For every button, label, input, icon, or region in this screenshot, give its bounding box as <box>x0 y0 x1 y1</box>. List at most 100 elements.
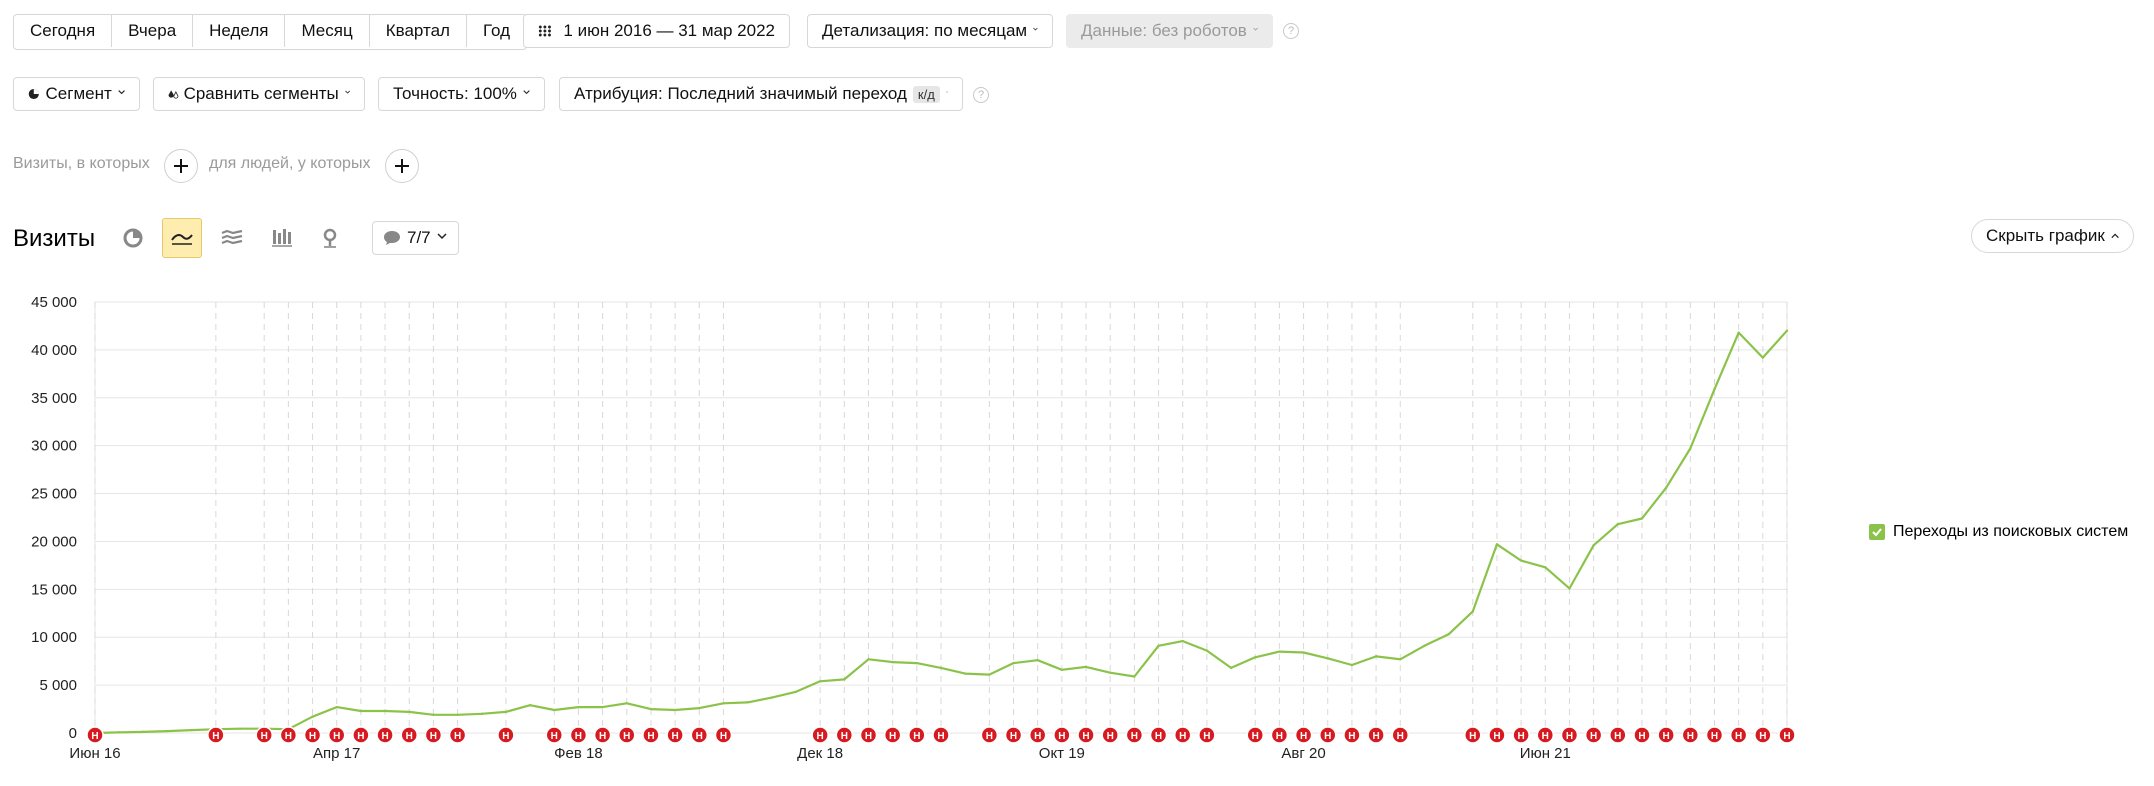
annotation-marker[interactable]: Н <box>448 726 467 744</box>
annotation-marker[interactable]: Н <box>303 726 322 744</box>
annotation-marker[interactable]: Н <box>1657 726 1675 744</box>
annotation-marker[interactable]: Н <box>1681 726 1700 744</box>
annotation-marker[interactable]: Н <box>1149 726 1168 744</box>
annotation-marker[interactable]: Н <box>86 726 104 744</box>
annotations-dropdown[interactable]: 7/7 <box>372 221 459 255</box>
annotation-marker[interactable]: Н <box>1294 726 1313 744</box>
period-tab[interactable]: Месяц <box>285 15 370 47</box>
annotation-marker[interactable]: Н <box>1464 726 1482 744</box>
accuracy-dropdown[interactable]: Точность: 100% <box>378 77 545 111</box>
help-icon[interactable]: ? <box>973 87 989 103</box>
note-glyph: Н <box>91 731 98 742</box>
annotation-marker[interactable]: Н <box>1343 726 1361 744</box>
data-point <box>1109 671 1112 674</box>
note-glyph: Н <box>1517 731 1524 742</box>
attribution-dropdown[interactable]: Атрибуция: Последний значимый переход к/… <box>559 77 963 111</box>
annotation-marker[interactable]: Н <box>1173 726 1192 744</box>
note-glyph: Н <box>1179 731 1186 742</box>
annotation-marker[interactable]: Н <box>1584 726 1603 744</box>
note-glyph: Н <box>1324 731 1331 742</box>
area-chart-type-button[interactable] <box>212 218 252 258</box>
annotation-marker[interactable]: Н <box>255 726 273 744</box>
annotation-marker[interactable]: Н <box>1198 726 1216 744</box>
annotation-marker[interactable]: Н <box>690 726 709 744</box>
period-tabs: Сегодня Вчера Неделя Месяц Квартал Год <box>13 14 528 50</box>
annotation-marker[interactable]: Н <box>1391 726 1410 744</box>
note-icon <box>400 726 418 744</box>
annotation-marker[interactable]: Н <box>1270 726 1289 744</box>
add-visit-condition-button[interactable] <box>164 149 198 183</box>
annotation-marker[interactable]: Н <box>1754 726 1772 744</box>
map-chart-type-button[interactable] <box>311 218 351 258</box>
annotation-marker[interactable]: Н <box>593 726 612 744</box>
annotation-marker[interactable]: Н <box>618 726 636 744</box>
date-range-button[interactable]: 1 июн 2016 — 31 мар 2022 <box>523 14 790 48</box>
annotation-marker[interactable]: Н <box>207 726 225 744</box>
data-filter-dropdown[interactable]: Данные: без роботов <box>1066 14 1273 48</box>
detail-dropdown[interactable]: Детализация: по месяцам <box>807 14 1053 48</box>
annotation-marker[interactable]: Н <box>1705 726 1724 744</box>
annotation-marker[interactable]: Н <box>1004 726 1023 744</box>
note-icon <box>932 726 950 744</box>
annotation-marker[interactable]: Н <box>497 726 515 744</box>
annotation-marker[interactable]: Н <box>1512 726 1530 744</box>
annotation-marker[interactable]: Н <box>1536 726 1555 744</box>
annotation-marker[interactable]: Н <box>932 726 950 744</box>
annotation-marker[interactable]: Н <box>1028 726 1047 744</box>
period-tab[interactable]: Квартал <box>370 15 467 47</box>
annotation-marker[interactable]: Н <box>424 726 443 744</box>
note-glyph: Н <box>430 731 437 742</box>
note-icon <box>1173 726 1192 744</box>
annotation-marker[interactable]: Н <box>569 726 588 744</box>
note-glyph: Н <box>1566 731 1573 742</box>
annotation-marker[interactable]: Н <box>352 726 370 744</box>
annotation-marker[interactable]: Н <box>545 726 564 744</box>
annotation-marker[interactable]: Н <box>642 726 660 744</box>
annotation-marker[interactable]: Н <box>1053 726 1071 744</box>
annotation-marker[interactable]: Н <box>1633 726 1651 744</box>
annotation-marker[interactable]: Н <box>1246 726 1264 744</box>
annotation-marker[interactable]: Н <box>1778 726 1796 744</box>
annotation-marker[interactable]: Н <box>327 726 346 744</box>
annotation-marker[interactable]: Н <box>1488 726 1506 744</box>
note-glyph: Н <box>454 731 461 742</box>
annotation-marker[interactable]: Н <box>1609 726 1627 744</box>
annotation-marker[interactable]: Н <box>279 726 298 744</box>
annotation-marker[interactable]: Н <box>1077 726 1095 744</box>
annotation-marker[interactable]: Н <box>1560 726 1579 744</box>
compare-segments-dropdown[interactable]: Сравнить сегменты <box>153 77 365 111</box>
line-chart-type-button[interactable] <box>162 218 202 258</box>
annotation-marker[interactable]: Н <box>1318 726 1337 744</box>
annotation-marker[interactable]: Н <box>908 726 926 744</box>
annotation-marker[interactable]: Н <box>1125 726 1144 744</box>
period-tab[interactable]: Неделя <box>193 15 286 47</box>
annotation-marker[interactable]: Н <box>1367 726 1385 744</box>
annotation-marker[interactable]: Н <box>1101 726 1119 744</box>
chevron-down-icon <box>1033 27 1038 31</box>
period-tab[interactable]: Сегодня <box>14 15 113 47</box>
annotation-marker[interactable]: Н <box>835 726 854 744</box>
note-icon <box>1367 726 1385 744</box>
hide-chart-button[interactable]: Скрыть график <box>1971 219 2134 253</box>
segment-label: Сегмент <box>45 84 112 103</box>
bar-chart-type-button[interactable] <box>262 218 302 258</box>
pie-chart-type-button[interactable] <box>113 218 153 258</box>
annotation-marker[interactable]: Н <box>859 726 878 744</box>
data-point <box>1278 650 1281 653</box>
annotation-marker[interactable]: Н <box>376 726 394 744</box>
annotation-marker[interactable]: Н <box>811 726 829 744</box>
annotation-marker[interactable]: Н <box>400 726 418 744</box>
segment-dropdown[interactable]: Сегмент <box>13 77 140 111</box>
annotation-marker[interactable]: Н <box>1729 726 1748 744</box>
help-icon[interactable]: ? <box>1283 23 1299 39</box>
add-people-condition-button[interactable] <box>385 149 419 183</box>
data-point <box>1519 559 1523 562</box>
annotation-marker[interactable]: Н <box>666 726 684 744</box>
data-point <box>1374 655 1378 658</box>
legend-checkbox[interactable] <box>1869 524 1885 540</box>
annotation-marker[interactable]: Н <box>883 726 902 744</box>
annotation-marker[interactable]: Н <box>714 726 733 744</box>
period-tab[interactable]: Год <box>482 21 511 40</box>
period-tab[interactable]: Вчера <box>112 15 194 47</box>
annotation-marker[interactable]: Н <box>980 726 999 744</box>
